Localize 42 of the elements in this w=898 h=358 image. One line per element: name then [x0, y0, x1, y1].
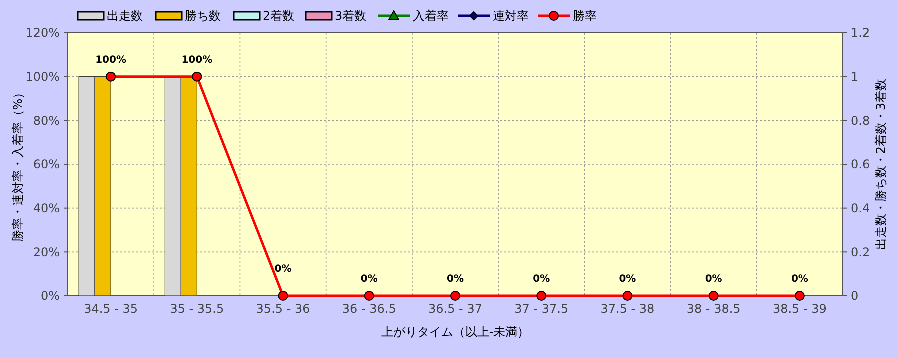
x-tick-label: 35.5 - 36 — [256, 302, 310, 316]
x-tick-label: 38.5 - 39 — [772, 302, 827, 316]
y-tick-label: 120% — [26, 26, 60, 40]
x-tick-label: 37.5 - 38 — [600, 302, 655, 316]
legend-label: 入着率 — [413, 9, 449, 24]
y-axis-title: 勝率・連対率・入着率（%） — [11, 86, 25, 242]
x-tick-label: 35 - 35.5 — [170, 302, 224, 316]
y2-tick-label: 0 — [851, 289, 859, 304]
x-tick-label: 36.5 - 37 — [428, 302, 482, 316]
data-label: 0% — [274, 264, 292, 275]
y-tick-label: 40% — [33, 202, 60, 216]
x-tick-label: 38 - 38.5 — [686, 302, 741, 316]
y2-tick-label: 0.4 — [851, 202, 870, 216]
data-label: 0% — [360, 274, 378, 285]
legend-label: 勝ち数 — [185, 9, 221, 24]
y2-axis-title: 出走数・勝ち数・2着数・3着数 — [874, 78, 888, 250]
y-tick-label: 80% — [33, 114, 60, 128]
data-label: 0% — [705, 274, 722, 285]
data-label: 0% — [619, 274, 636, 285]
y-tick-label: 0% — [40, 289, 60, 304]
y2-tick-label: 0.2 — [851, 245, 870, 260]
x-tick-label: 36 - 36.5 — [342, 302, 396, 316]
data-label: 100% — [96, 54, 127, 66]
x-axis-title: 上がりタイム（以上-未満） — [381, 325, 530, 339]
y-tick-label: 60% — [33, 158, 60, 172]
legend-label: 2着数 — [263, 9, 295, 24]
legend-label: 出走数 — [107, 9, 143, 24]
data-label: 0% — [533, 274, 550, 285]
data-label: 0% — [447, 274, 464, 285]
data-label: 0% — [791, 274, 808, 285]
legend-label: 勝率 — [573, 9, 597, 24]
x-tick-label: 34.5 - 35 — [84, 302, 138, 316]
legend-label: 3着数 — [335, 9, 367, 24]
y2-tick-label: 0.8 — [851, 114, 870, 128]
y-tick-label: 100% — [26, 70, 60, 84]
legend-label: 連対率 — [493, 9, 529, 24]
y2-tick-label: 1 — [851, 70, 859, 84]
y2-tick-label: 1.2 — [851, 26, 870, 40]
y2-tick-label: 0.6 — [851, 158, 870, 172]
x-tick-label: 37 - 37.5 — [514, 302, 569, 316]
y-tick-label: 20% — [33, 245, 60, 260]
data-label: 100% — [182, 54, 213, 66]
